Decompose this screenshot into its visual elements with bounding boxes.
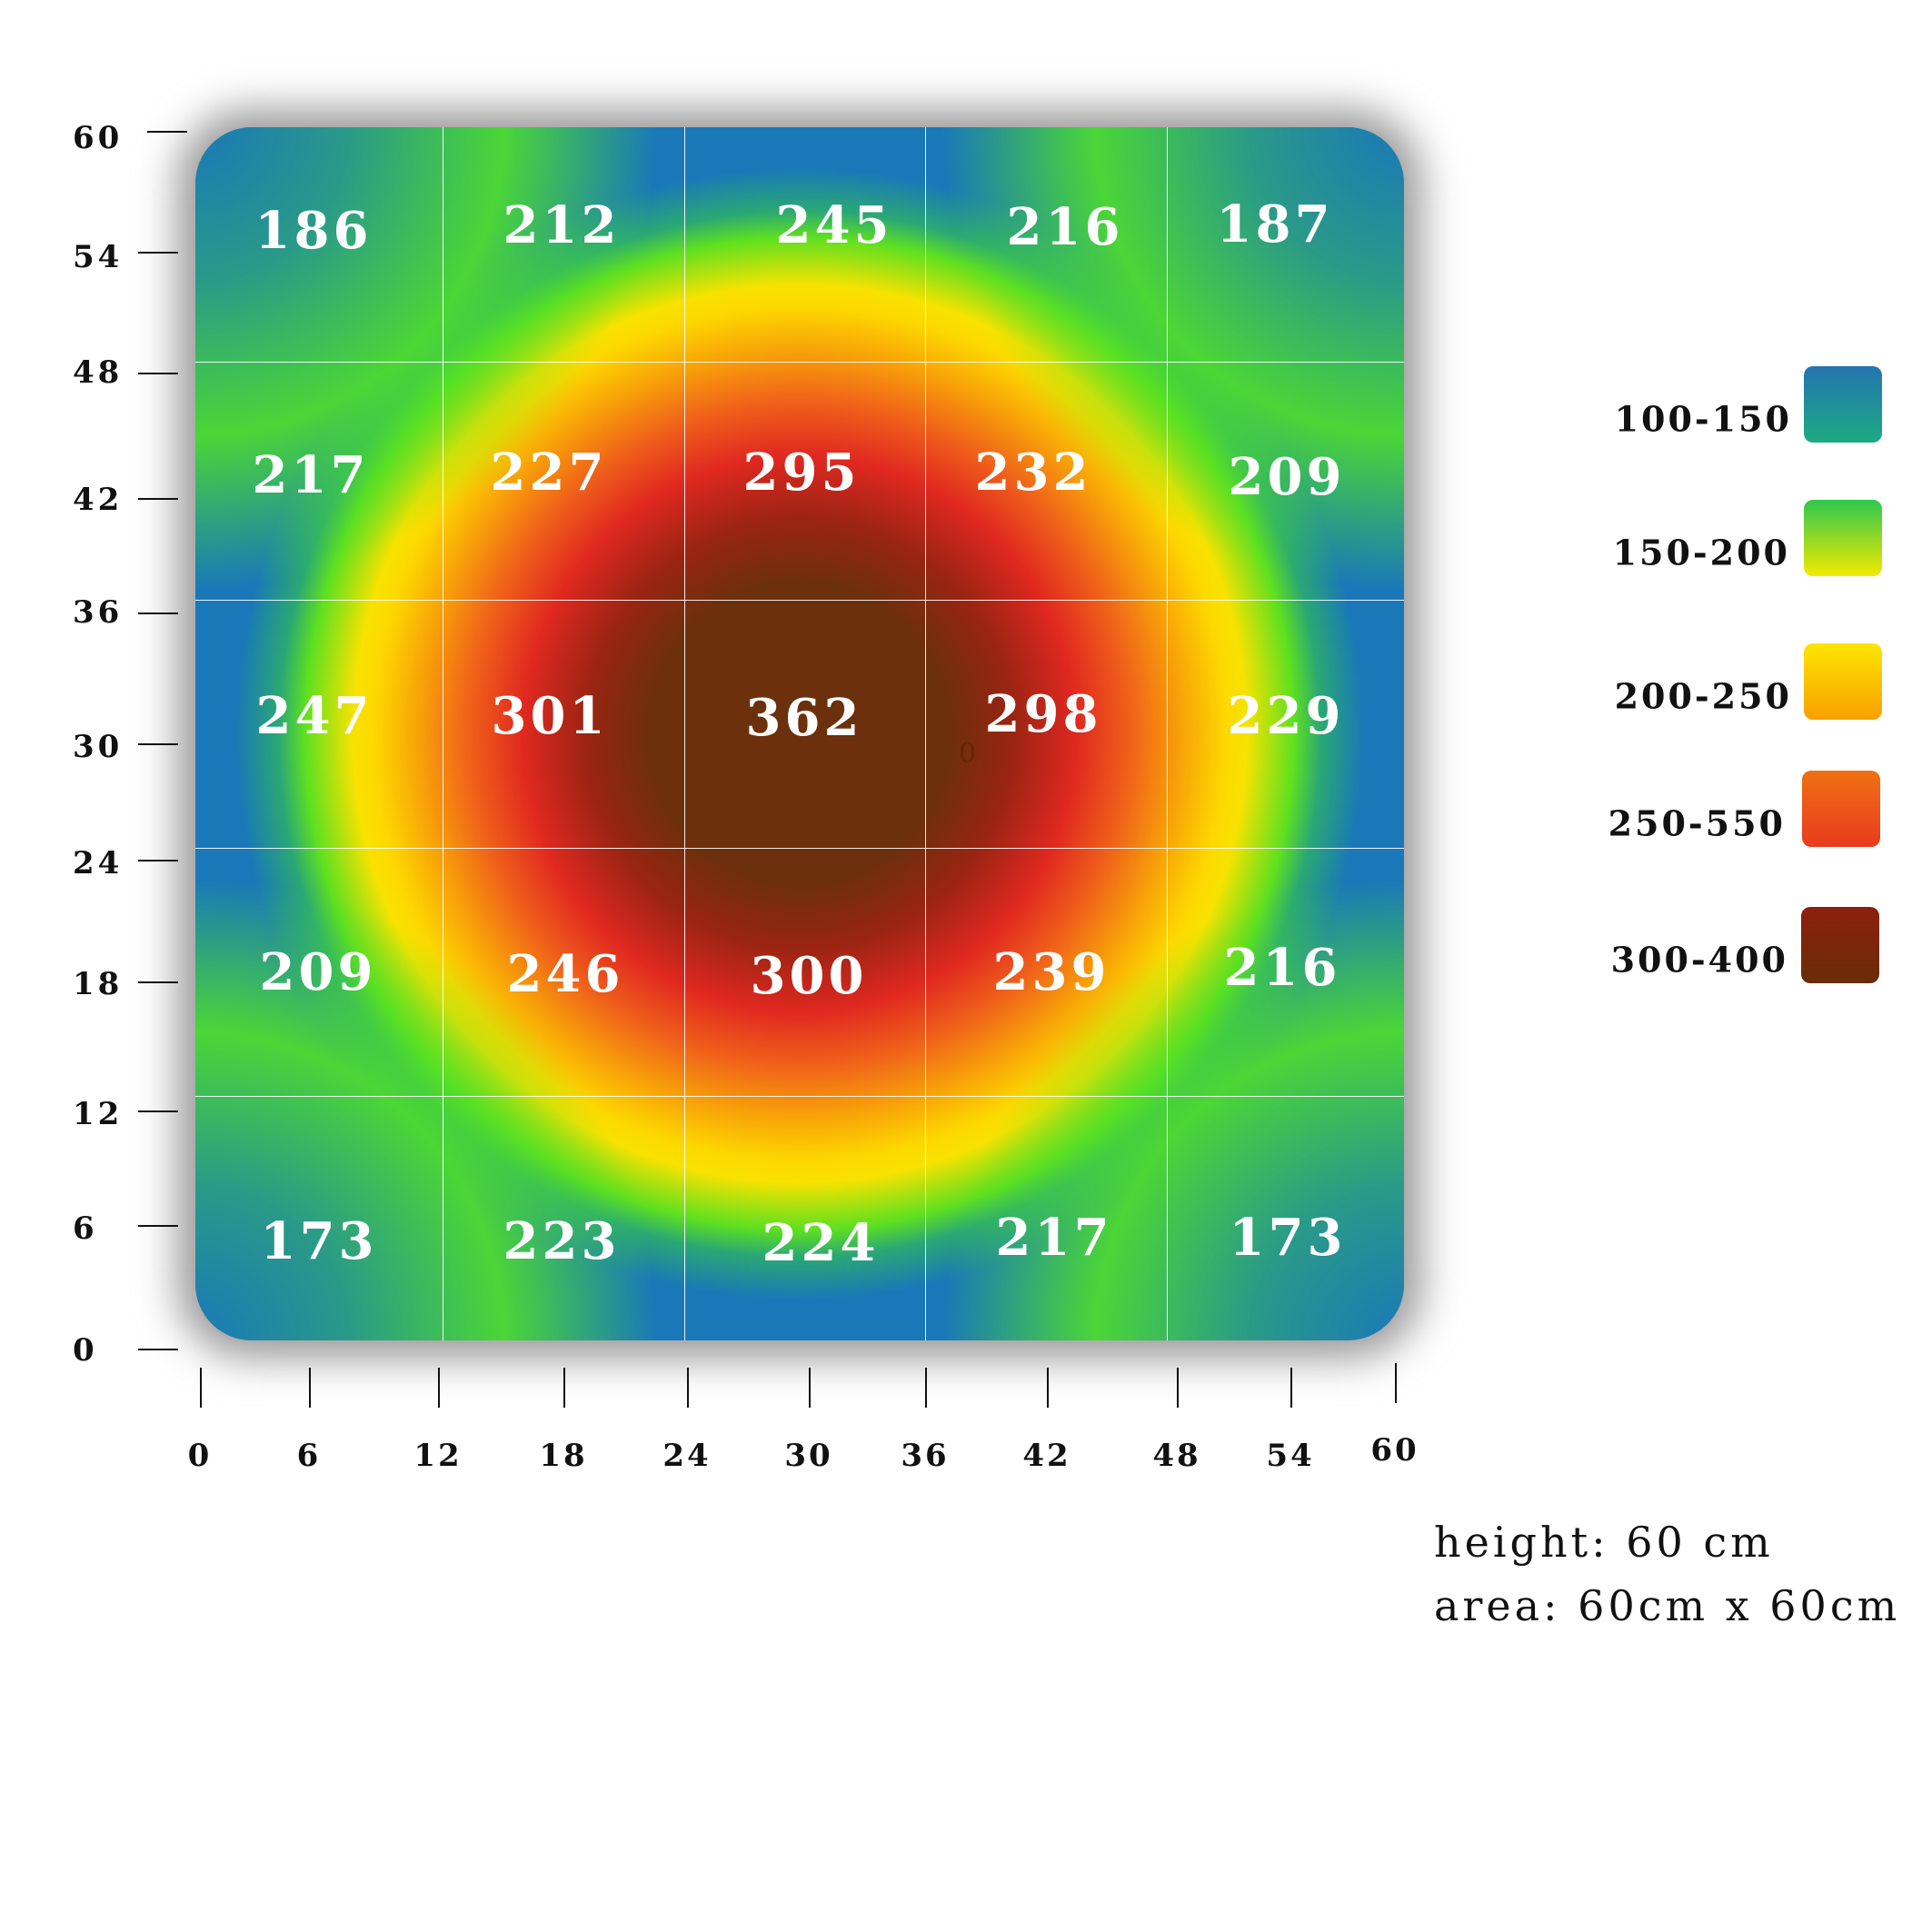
legend-label: 200-250 — [1614, 675, 1792, 717]
y-tick-label: 60 — [73, 120, 124, 156]
cell-value: 239 — [992, 942, 1110, 1002]
heatmap-plot: 186 212 245 216 187 217 227 295 232 209 … — [195, 127, 1404, 1340]
y-tick-label: 18 — [73, 966, 124, 1002]
y-tick-mark — [138, 252, 178, 254]
y-tick-mark — [138, 1110, 178, 1112]
x-tick-mark — [1290, 1368, 1292, 1408]
x-tick-label: 12 — [413, 1438, 463, 1474]
cell-value: 362 — [745, 688, 863, 748]
stray-label: 0 — [959, 738, 977, 770]
cell-value: 173 — [260, 1211, 378, 1271]
grid-line-horizontal — [195, 600, 1404, 601]
y-tick-label: 24 — [73, 845, 124, 881]
area-annotation: area: 60cm x 60cm — [1434, 1581, 1901, 1630]
x-tick-mark — [925, 1368, 927, 1408]
x-tick-label: 6 — [296, 1438, 322, 1474]
y-tick-label: 6 — [73, 1210, 98, 1247]
cell-value: 232 — [974, 443, 1092, 503]
cell-value: 187 — [1216, 194, 1334, 254]
grid-line-horizontal — [195, 1096, 1404, 1097]
x-tick-label: 0 — [187, 1438, 213, 1474]
x-tick-mark — [200, 1368, 202, 1408]
cell-value: 246 — [506, 944, 624, 1004]
cell-value: 300 — [750, 946, 868, 1006]
x-tick-label: 30 — [784, 1438, 833, 1474]
y-tick-label: 42 — [73, 482, 124, 518]
grid-line-vertical — [925, 127, 926, 1340]
y-tick-mark — [147, 131, 187, 133]
x-tick-label: 18 — [539, 1438, 588, 1474]
y-tick-mark — [138, 981, 178, 983]
x-tick-mark — [438, 1368, 440, 1408]
legend-swatch — [1802, 771, 1880, 847]
y-tick-label: 0 — [73, 1332, 98, 1369]
x-tick-mark — [1177, 1368, 1179, 1408]
x-tick-mark — [1395, 1363, 1397, 1403]
x-tick-label: 24 — [662, 1438, 712, 1474]
y-tick-label: 36 — [73, 594, 124, 631]
cell-value: 224 — [762, 1213, 880, 1273]
y-tick-label: 30 — [73, 729, 124, 765]
cell-value: 298 — [984, 684, 1102, 744]
legend-swatch — [1804, 500, 1882, 576]
cell-value: 209 — [259, 942, 377, 1002]
cell-value: 229 — [1227, 686, 1345, 746]
cell-value: 216 — [1006, 197, 1124, 257]
x-tick-mark — [809, 1368, 811, 1408]
y-tick-mark — [138, 743, 178, 745]
y-tick-mark — [138, 1225, 178, 1227]
cell-value: 173 — [1229, 1208, 1347, 1268]
cell-value: 209 — [1228, 447, 1346, 507]
legend-swatch — [1804, 643, 1882, 720]
legend-swatch — [1804, 366, 1882, 443]
x-tick-mark — [563, 1368, 565, 1408]
y-tick-label: 54 — [73, 239, 124, 275]
height-annotation: height: 60 cm — [1434, 1518, 1774, 1567]
cell-value: 245 — [775, 195, 893, 255]
cell-value: 301 — [491, 686, 609, 746]
legend-label: 150-200 — [1612, 532, 1790, 573]
x-tick-label: 48 — [1152, 1438, 1201, 1474]
cell-value: 212 — [503, 195, 621, 255]
legend-swatch — [1801, 907, 1879, 983]
x-tick-label: 54 — [1266, 1438, 1315, 1474]
cell-value: 295 — [742, 443, 861, 503]
x-tick-mark — [1047, 1368, 1049, 1408]
grid-line-vertical — [684, 127, 685, 1340]
legend-label: 250-550 — [1608, 802, 1786, 844]
cell-value: 223 — [503, 1211, 621, 1271]
cell-value: 227 — [490, 443, 608, 503]
y-tick-mark — [138, 612, 178, 614]
y-tick-mark — [138, 860, 178, 861]
cell-value: 186 — [254, 201, 373, 261]
y-tick-label: 48 — [73, 354, 124, 391]
x-tick-mark — [687, 1368, 689, 1408]
x-tick-label: 36 — [901, 1438, 950, 1474]
cell-value: 217 — [252, 445, 370, 505]
grid-line-horizontal — [195, 362, 1404, 363]
x-tick-mark — [309, 1368, 311, 1408]
y-tick-label: 12 — [73, 1096, 124, 1132]
cell-value: 247 — [255, 686, 373, 746]
x-tick-label: 60 — [1370, 1432, 1419, 1469]
legend-label: 100-150 — [1614, 398, 1792, 440]
x-tick-label: 42 — [1022, 1438, 1071, 1474]
cell-value: 217 — [995, 1208, 1113, 1268]
grid-line-horizontal — [195, 848, 1404, 849]
legend-label: 300-400 — [1610, 939, 1788, 981]
y-tick-mark — [138, 498, 178, 500]
y-tick-mark — [138, 373, 178, 374]
cell-value: 216 — [1223, 938, 1341, 998]
y-tick-mark — [138, 1349, 178, 1350]
grid-line-vertical — [1167, 127, 1168, 1340]
